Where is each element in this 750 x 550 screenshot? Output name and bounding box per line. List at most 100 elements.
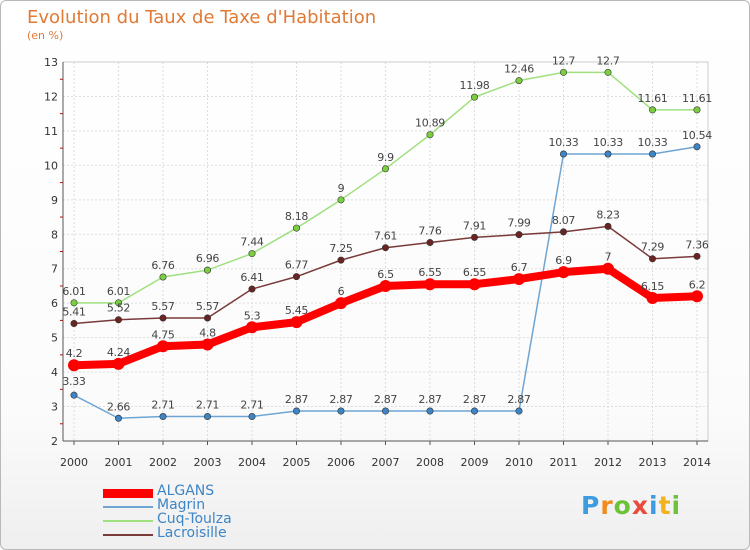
data-label-magrin: 2.87 [507,393,531,406]
logo-letter: i [649,491,659,520]
y-tick-label: 3 [51,401,58,414]
data-point-cuq-toulza [248,250,256,258]
data-point-magrin [70,391,78,399]
x-tick-label: 2005 [283,456,311,469]
logo-letter: t [658,491,672,520]
data-point-algans [468,278,481,291]
data-point-magrin [426,407,434,415]
data-label-algans: 6.9 [555,254,572,267]
x-tick-label: 2003 [194,456,222,469]
data-label-lacroisille: 7.25 [329,242,353,255]
data-point-cuq-toulza [70,299,78,307]
data-label-magrin: 2.71 [196,399,219,412]
data-label-magrin: 2.87 [418,393,442,406]
data-point-cuq-toulza [648,106,656,114]
logo-letter: x [631,491,649,520]
data-point-lacroisille [70,320,78,328]
legend-item-lacroisille: Lacroisille [103,525,323,541]
data-label-algans: 7 [605,251,612,264]
data-label-algans: 5.45 [285,304,309,317]
data-point-magrin [248,413,256,421]
data-point-magrin [159,413,167,421]
logo-letter: P [581,491,601,520]
data-label-cuq-toulza: 6.01 [107,285,130,298]
y-tick-label: 4 [51,366,58,379]
data-point-magrin [693,143,701,151]
data-point-lacroisille [204,314,212,322]
x-tick-label: 2008 [416,456,444,469]
data-point-magrin [604,150,612,158]
data-point-algans [157,340,169,353]
data-label-lacroisille: 5.57 [196,300,220,313]
y-tick-label: 5 [51,332,58,345]
data-label-cuq-toulza: 6.01 [62,285,85,298]
data-label-algans: 6 [338,285,345,298]
data-label-layer: 4.2 4.24 4.75 4.8 5.3 5.45 6 6.5 6.55 6.55 6.7 6.9 7… [62,54,712,413]
data-label-lacroisille: 5.57 [151,300,175,313]
x-tick-label: 2004 [238,456,266,469]
proxiti-logo: Proxiti [581,491,681,520]
data-label-cuq-toulza: 11.98 [460,79,490,92]
x-tick-label: 2002 [149,456,177,469]
data-label-magrin: 2.87 [463,393,487,406]
data-point-magrin [115,414,123,422]
data-label-cuq-toulza: 12.46 [504,63,534,76]
legend-swatch [103,534,153,536]
data-point-cuq-toulza [515,77,523,85]
y-tick-label: 2 [51,435,58,448]
data-point-lacroisille [381,244,389,252]
data-point-lacroisille [159,314,167,322]
data-point-cuq-toulza [693,106,701,114]
data-label-magrin: 10.33 [593,136,623,149]
data-point-algans [691,290,703,303]
data-label-cuq-toulza: 8.18 [285,210,309,223]
data-point-lacroisille [292,273,300,281]
data-label-lacroisille: 7.61 [374,230,397,243]
data-point-lacroisille [515,231,523,239]
data-label-cuq-toulza: 11.61 [682,92,712,105]
data-label-cuq-toulza: 10.89 [415,117,445,130]
data-point-magrin [559,150,567,158]
data-point-cuq-toulza [426,131,434,139]
y-tick-label: 12 [44,90,58,103]
x-tick-label: 2012 [594,456,622,469]
data-point-algans [68,359,80,372]
data-label-algans: 6.2 [689,278,706,291]
data-label-cuq-toulza: 12.7 [596,54,620,67]
data-point-algans [246,321,258,334]
legend-swatch [103,488,153,498]
data-point-algans [335,297,347,310]
data-label-algans: 4.75 [151,328,175,341]
data-point-algans [201,338,214,351]
data-label-algans: 4.24 [107,346,131,359]
data-label-lacroisille: 8.07 [552,214,576,227]
legend-item-algans: ALGANS [103,483,323,499]
data-point-magrin [648,150,656,158]
data-point-lacroisille [115,316,123,324]
data-label-algans: 4.2 [66,347,83,360]
data-point-cuq-toulza [337,196,345,204]
y-tick-label: 11 [44,125,58,138]
data-label-algans: 5.3 [244,309,261,322]
data-point-lacroisille [337,256,345,264]
data-label-lacroisille: 7.91 [463,219,486,232]
data-point-algans [646,292,659,305]
y-tick-label: 8 [51,228,58,241]
data-label-magrin: 2.71 [151,399,174,412]
y-tick-label: 6 [51,297,58,310]
legend-swatch [103,506,153,508]
data-label-lacroisille: 7.36 [685,238,709,251]
data-label-lacroisille: 8.23 [596,208,620,221]
data-label-magrin: 2.87 [285,393,309,406]
data-label-cuq-toulza: 6.96 [196,252,220,265]
data-label-magrin: 2.71 [240,399,263,412]
x-tick-label: 2007 [372,456,400,469]
data-point-magrin [292,407,300,415]
data-label-magrin: 10.54 [682,129,712,142]
x-tick-label: 2009 [461,456,489,469]
data-label-lacroisille: 7.29 [641,241,665,254]
legend-label: Cuq-Toulza [157,511,232,527]
data-point-lacroisille [559,228,567,236]
x-tick-label: 2014 [683,456,711,469]
